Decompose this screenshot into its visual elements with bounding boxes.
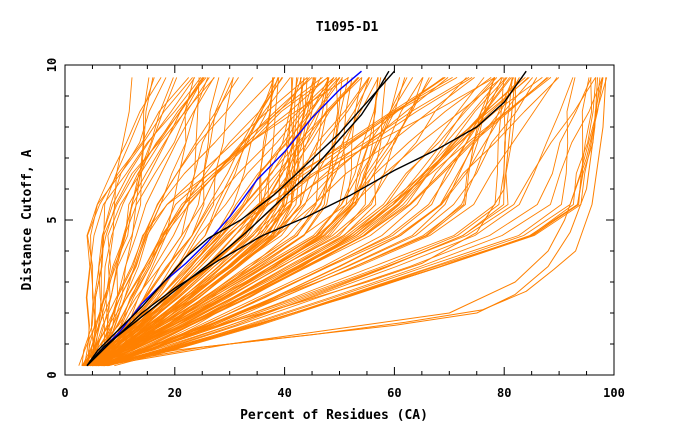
series-line-orange xyxy=(93,77,596,367)
series-line-orange xyxy=(94,77,215,366)
series-line-orange xyxy=(93,77,339,367)
series-line-blue xyxy=(86,70,362,367)
x-axis-title: Percent of Residues (CA) xyxy=(240,408,428,423)
x-tick-label: 100 xyxy=(603,386,625,400)
series-line-orange xyxy=(88,77,424,367)
x-tick-label: 40 xyxy=(277,386,291,400)
series-line-orange xyxy=(101,77,592,367)
series-line-orange xyxy=(90,77,338,367)
axis-ticks: 0 20 40 60 80 100 0 5 10 xyxy=(45,58,625,400)
series-line-orange xyxy=(105,77,204,366)
series-lines xyxy=(78,70,608,367)
series-line-orange xyxy=(85,77,433,367)
series-line-orange xyxy=(102,77,529,367)
series-line-orange xyxy=(90,77,193,366)
series-line-orange xyxy=(99,77,308,367)
series-line-orange xyxy=(85,77,308,366)
series-line-orange xyxy=(86,77,408,367)
series-line-orange xyxy=(104,77,603,367)
series-line-orange xyxy=(81,77,322,367)
series-line-orange xyxy=(84,77,370,367)
series-line-orange xyxy=(106,77,496,367)
series-line-orange xyxy=(102,77,513,367)
series-line-orange xyxy=(95,77,543,367)
x-tick-label: 60 xyxy=(387,386,401,400)
series-line-orange xyxy=(106,77,133,366)
series-line-orange xyxy=(87,77,190,366)
series-line-orange xyxy=(89,77,344,367)
series-line-orange xyxy=(88,77,316,367)
series-line-orange xyxy=(93,77,207,366)
series-line-orange xyxy=(90,77,363,367)
series-line-orange xyxy=(84,77,205,366)
series-line-orange xyxy=(83,77,370,367)
series-line-orange xyxy=(93,77,495,367)
series-line-orange xyxy=(99,77,548,367)
series-line-orange xyxy=(103,77,604,367)
series-line-black xyxy=(86,70,390,367)
series-line-orange xyxy=(97,77,280,367)
series-line-orange xyxy=(106,77,485,367)
series-line-black xyxy=(86,70,395,367)
series-line-orange xyxy=(97,77,607,367)
y-tick-label: 5 xyxy=(45,216,59,223)
x-tick-label: 0 xyxy=(61,386,68,400)
series-line-orange xyxy=(85,77,473,367)
x-tick-label: 80 xyxy=(497,386,511,400)
series-line-orange xyxy=(99,77,560,367)
series-line-orange xyxy=(97,77,516,367)
series-line-orange xyxy=(96,77,574,367)
y-tick-label: 10 xyxy=(45,58,59,72)
series-line-orange xyxy=(114,77,597,367)
series-line-orange xyxy=(104,77,504,367)
series-line-orange xyxy=(87,77,379,367)
series-line-orange xyxy=(87,77,530,367)
series-line-orange xyxy=(78,77,210,366)
x-tick-label: 20 xyxy=(168,386,182,400)
chart-title: T1095-D1 xyxy=(316,20,379,35)
series-line-orange xyxy=(88,77,349,366)
series-line-orange xyxy=(83,77,359,367)
y-tick-label: 0 xyxy=(45,371,59,378)
series-line-orange xyxy=(97,77,507,367)
y-axis-title: Distance Cutoff, A xyxy=(20,149,35,290)
series-line-orange xyxy=(99,77,276,366)
series-line-orange xyxy=(81,77,203,366)
series-line-black xyxy=(86,70,527,367)
series-line-orange xyxy=(103,77,590,367)
series-line-orange xyxy=(84,77,446,367)
